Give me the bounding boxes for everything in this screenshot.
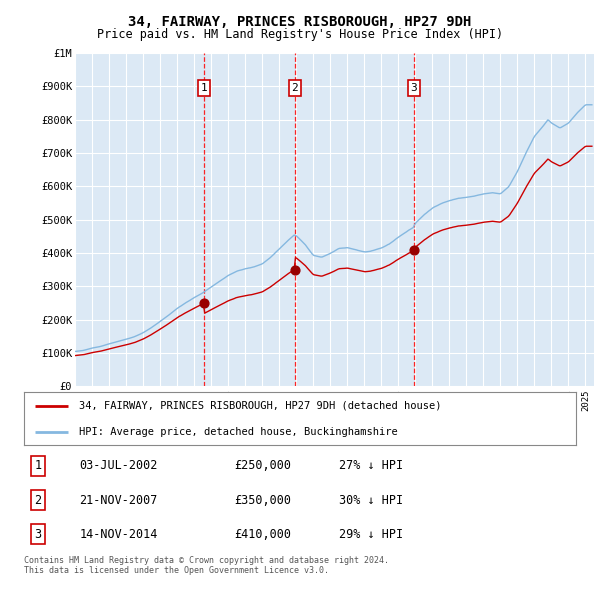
Text: 03-JUL-2002: 03-JUL-2002	[79, 459, 158, 472]
Point	[409, 245, 419, 254]
Text: 3: 3	[410, 83, 417, 93]
Text: 30% ↓ HPI: 30% ↓ HPI	[338, 493, 403, 507]
Text: 14-NOV-2014: 14-NOV-2014	[79, 528, 158, 541]
Text: 1: 1	[200, 83, 208, 93]
Text: 27% ↓ HPI: 27% ↓ HPI	[338, 459, 403, 472]
Text: Price paid vs. HM Land Registry's House Price Index (HPI): Price paid vs. HM Land Registry's House …	[97, 28, 503, 41]
Bar	[586, 53, 594, 386]
Text: 29% ↓ HPI: 29% ↓ HPI	[338, 528, 403, 541]
Text: £250,000: £250,000	[234, 459, 291, 472]
Text: 1: 1	[34, 459, 41, 472]
Point	[290, 265, 299, 274]
Text: 2: 2	[292, 83, 298, 93]
Text: 34, FAIRWAY, PRINCES RISBOROUGH, HP27 9DH: 34, FAIRWAY, PRINCES RISBOROUGH, HP27 9D…	[128, 15, 472, 29]
Text: 2: 2	[34, 493, 41, 507]
Text: £350,000: £350,000	[234, 493, 291, 507]
Text: £410,000: £410,000	[234, 528, 291, 541]
Point	[199, 299, 209, 308]
Text: Contains HM Land Registry data © Crown copyright and database right 2024.
This d: Contains HM Land Registry data © Crown c…	[24, 556, 389, 575]
Text: 3: 3	[34, 528, 41, 541]
Text: 34, FAIRWAY, PRINCES RISBOROUGH, HP27 9DH (detached house): 34, FAIRWAY, PRINCES RISBOROUGH, HP27 9D…	[79, 401, 442, 411]
Text: HPI: Average price, detached house, Buckinghamshire: HPI: Average price, detached house, Buck…	[79, 427, 398, 437]
Text: 21-NOV-2007: 21-NOV-2007	[79, 493, 158, 507]
